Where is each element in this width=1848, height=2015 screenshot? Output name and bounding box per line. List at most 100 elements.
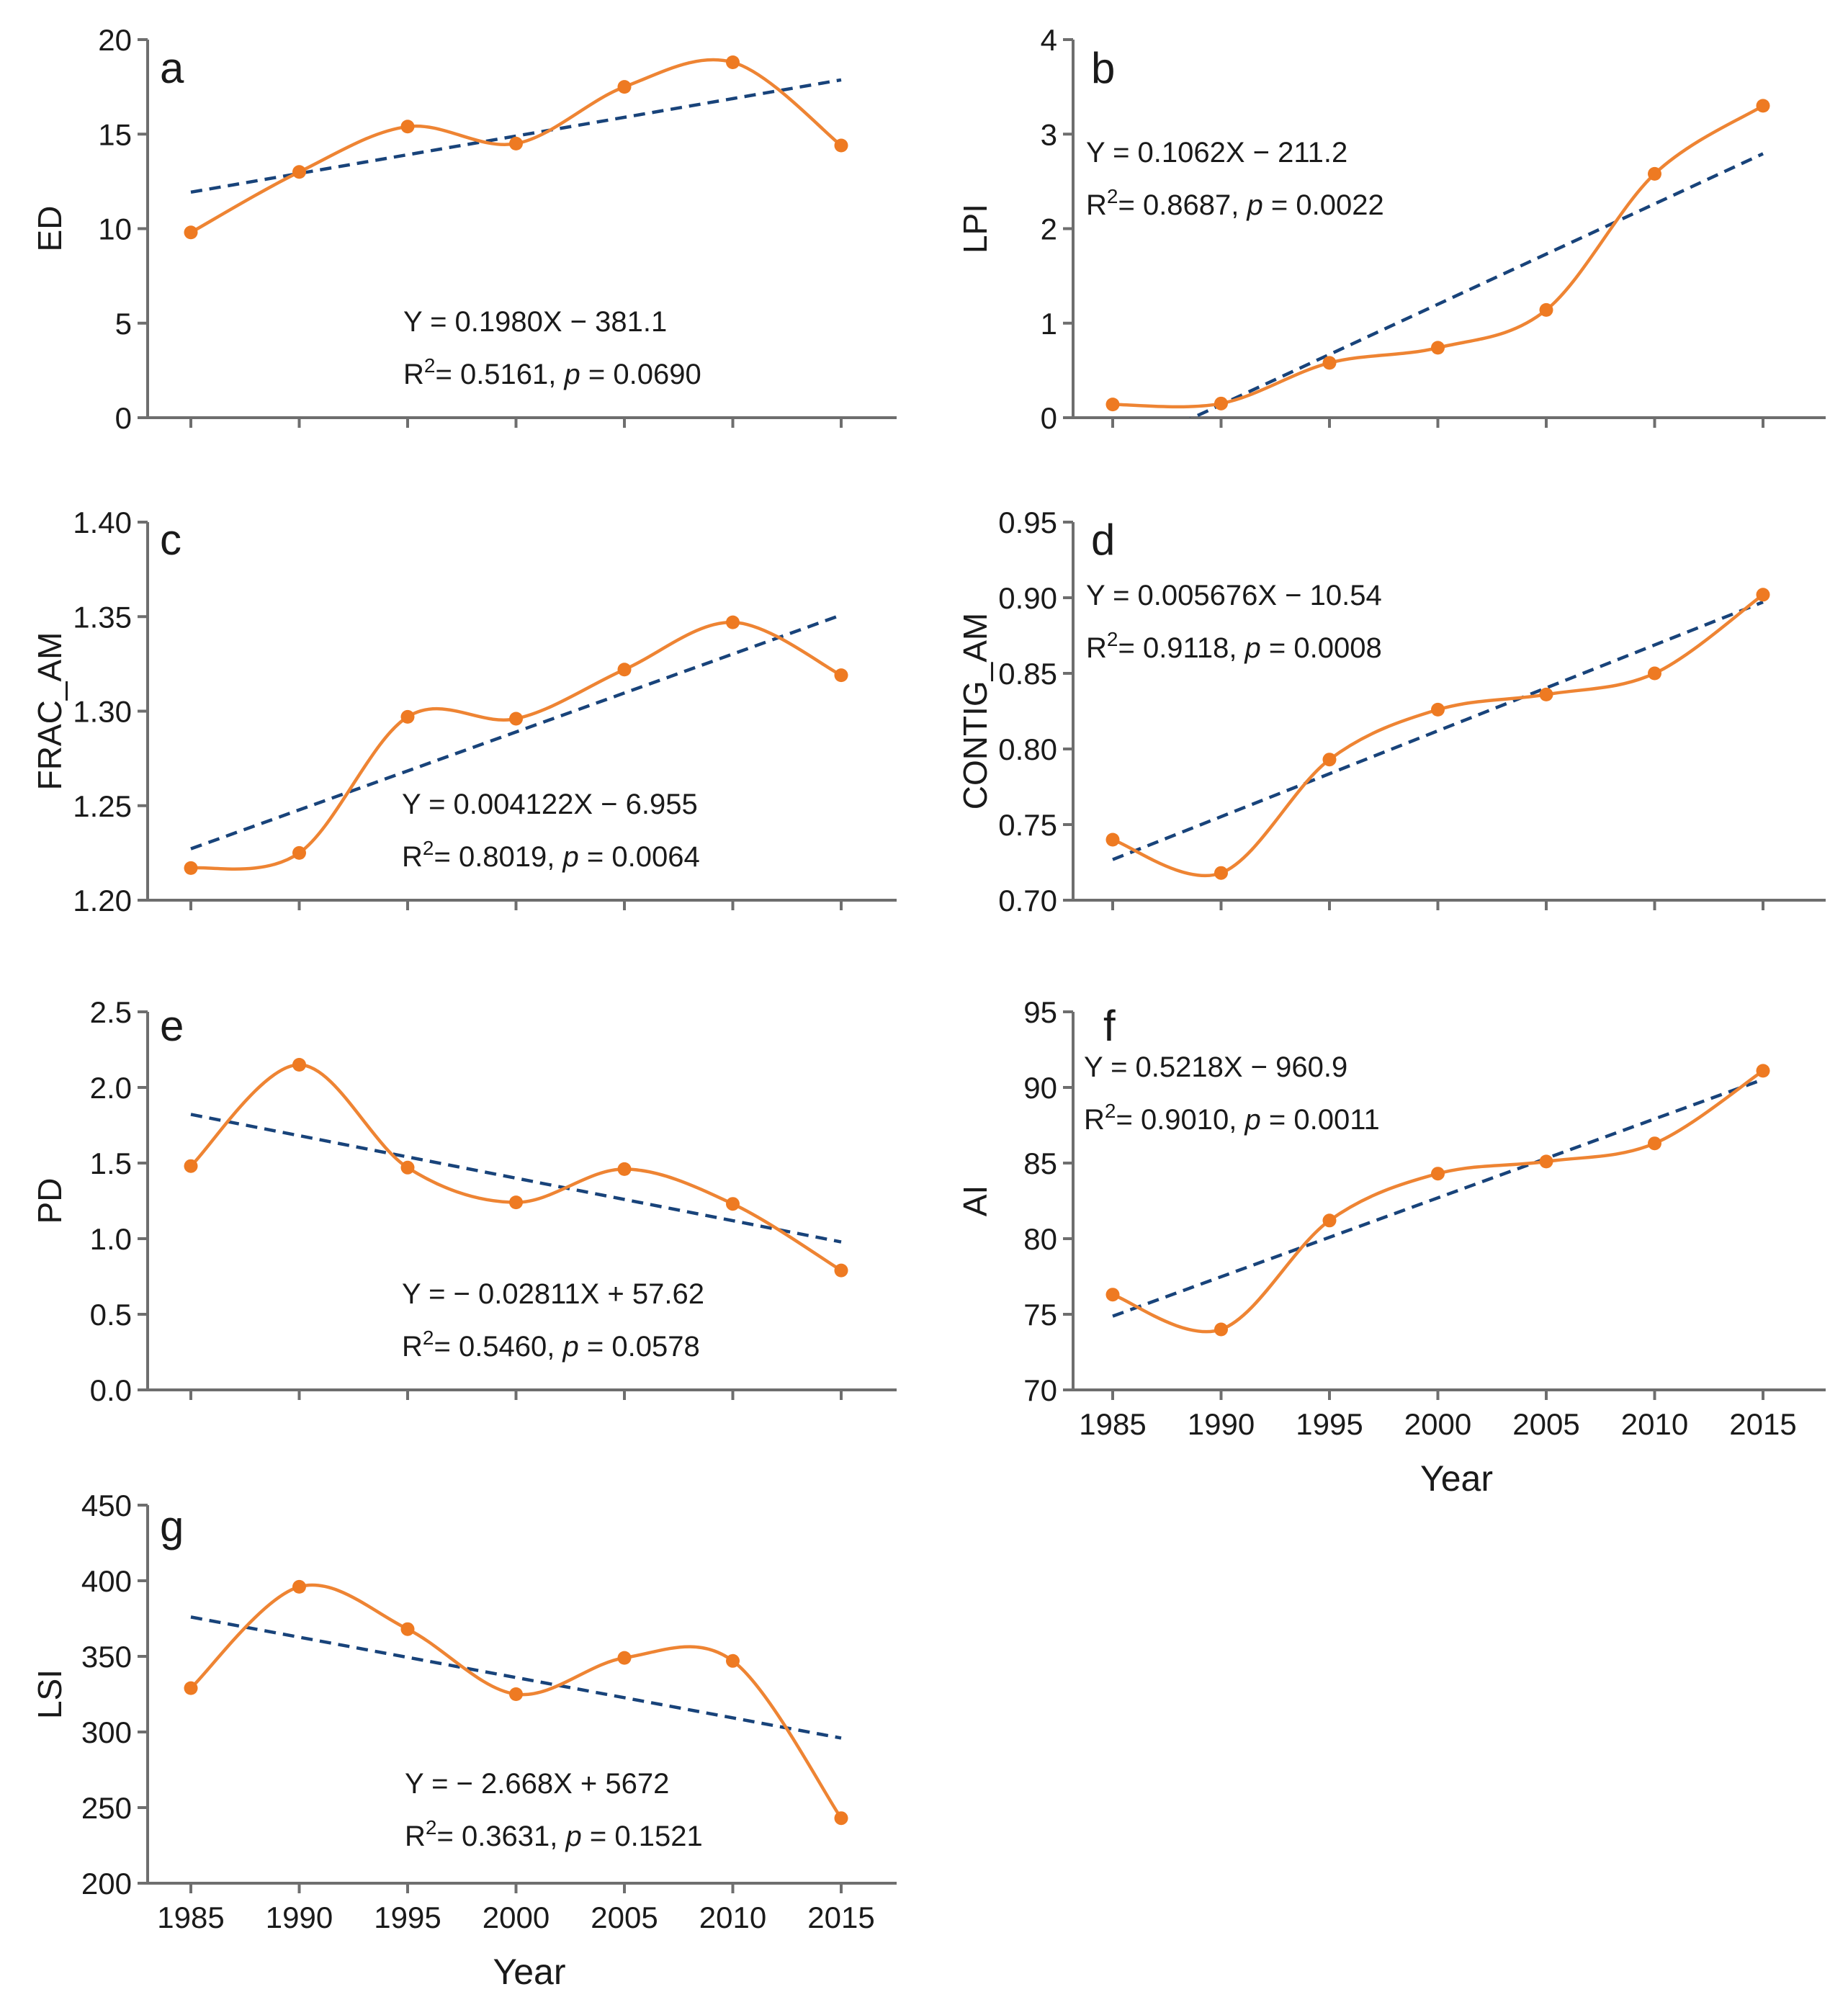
y-tick-label: 5 [115, 307, 132, 341]
y-tick-label: 1.0 [90, 1222, 132, 1256]
y-tick-label: 85 [1023, 1146, 1057, 1180]
y-axis-title: CONTIG_AM [956, 613, 994, 809]
data-point [184, 225, 198, 240]
y-tick-label: 0.75 [998, 808, 1057, 842]
y-tick-label: 0.85 [998, 657, 1057, 691]
regression-stats: R2= 0.3631, p = 0.1521 [405, 1816, 703, 1852]
r2-value: = 0.8019, [434, 841, 562, 873]
r2-value: = 0.9010, [1116, 1104, 1244, 1136]
data-point [617, 663, 632, 677]
data-point [292, 165, 306, 179]
r2-symbol: R [402, 841, 423, 873]
panel-letter: f [1103, 1002, 1116, 1050]
r2-symbol: R [1084, 1104, 1105, 1136]
data-point [1756, 588, 1770, 602]
data-point [726, 1653, 740, 1668]
x-axis-title: Year [1420, 1458, 1493, 1499]
data-point [1105, 1288, 1120, 1302]
data-point [1214, 396, 1228, 410]
data-point [726, 1197, 740, 1211]
data-point [834, 668, 848, 683]
panel-e: 0.0 0.5 1.0 1.5 2.0 2.5 PD e Y = − 0.02811X + 57… [31, 995, 897, 1407]
data-point [292, 1058, 306, 1072]
y-tick-label: 90 [1023, 1071, 1057, 1105]
r2-superscript: 2 [426, 1816, 437, 1839]
r2-value: = 0.3631, [436, 1821, 565, 1852]
panel-g: 200 250 300 350 400 450 1985 1990 1995 2000 2005 20… [31, 1489, 897, 1992]
x-tick-label: 1985 [1079, 1407, 1146, 1441]
regression-stats: R2= 0.5161, p = 0.0690 [403, 354, 701, 390]
y-tick-label: 75 [1023, 1298, 1057, 1332]
y-tick-label: 0 [1041, 401, 1057, 435]
y-tick-label: 0.90 [998, 581, 1057, 615]
data-point [184, 1159, 198, 1173]
panel-c: 1.20 1.25 1.30 1.35 1.40 FRAC_AM c Y = 0.004122… [31, 506, 897, 917]
data-point [726, 55, 740, 69]
x-tick-label: 2005 [591, 1900, 658, 1934]
data-curve [190, 620, 842, 871]
r2-superscript: 2 [423, 837, 434, 859]
regression-equation: Y = 0.1980X − 381.1 [403, 306, 667, 338]
x-tick-label: 2015 [807, 1900, 874, 1934]
regression-stats: R2= 0.5460, p = 0.0578 [402, 1327, 700, 1363]
panel-b: 0 1 2 3 4 LPI b Y = 0.1062X − 211.2 R2= 0.8687, … [956, 23, 1826, 435]
x-tick-label: 2015 [1729, 1407, 1796, 1441]
y-tick-label: 250 [81, 1791, 132, 1825]
p-symbol: p [1244, 1104, 1269, 1136]
r2-value: = 0.5161, [435, 359, 564, 390]
x-tick-label: 2010 [1621, 1407, 1688, 1441]
data-point [1214, 1322, 1228, 1337]
r2-symbol: R [403, 359, 424, 390]
regression-equation: Y = − 2.668X + 5672 [405, 1768, 669, 1800]
data-point [184, 1681, 198, 1695]
regression-equation: Y = 0.1062X − 211.2 [1086, 137, 1347, 169]
y-tick-label: 1 [1041, 307, 1057, 341]
data-point [1214, 866, 1228, 880]
data-point [1539, 1154, 1553, 1169]
data-point [1431, 1167, 1445, 1181]
regression-equation: Y = 0.5218X − 960.9 [1084, 1051, 1347, 1083]
regression-stats: R2= 0.8687, p = 0.0022 [1086, 185, 1384, 221]
data-point [726, 615, 740, 629]
x-tick-label: 1985 [157, 1900, 224, 1934]
y-axis-title: LSI [31, 1669, 68, 1719]
data-point [509, 1195, 523, 1210]
x-tick-label: 2000 [483, 1900, 550, 1934]
trend-line [190, 1113, 842, 1244]
p-value: = 0.1521 [590, 1821, 703, 1852]
y-tick-label: 450 [81, 1489, 132, 1522]
data-point [1105, 833, 1120, 847]
data-point [1322, 753, 1337, 767]
data-point [1648, 666, 1661, 681]
data-point [292, 845, 306, 860]
data-point [509, 136, 523, 151]
x-tick-label: 1995 [1296, 1407, 1363, 1441]
y-axis-title: PD [31, 1178, 68, 1224]
y-tick-label: 1.20 [73, 884, 132, 917]
data-point [1756, 99, 1770, 113]
data-point [400, 1622, 415, 1636]
regression-stats: R2= 0.8019, p = 0.0064 [402, 837, 700, 873]
data-point [1322, 356, 1337, 370]
y-tick-label: 2.0 [90, 1071, 132, 1105]
data-point [1539, 302, 1553, 317]
y-tick-label: 0 [115, 401, 132, 435]
data-point [400, 120, 415, 134]
data-point [1105, 398, 1120, 412]
p-value: = 0.0011 [1269, 1104, 1380, 1136]
y-axis-title: ED [31, 206, 68, 252]
p-symbol: p [1244, 632, 1269, 664]
r2-symbol: R [1086, 189, 1107, 221]
r2-superscript: 2 [423, 1327, 434, 1349]
x-tick-label: 2010 [699, 1900, 766, 1934]
y-tick-label: 15 [98, 117, 132, 151]
trend-line [190, 78, 842, 194]
regression-stats: R2= 0.9118, p = 0.0008 [1086, 628, 1382, 664]
r2-symbol: R [1086, 632, 1107, 664]
y-axis-title: FRAC_AM [31, 632, 68, 791]
y-tick-label: 0.0 [90, 1373, 132, 1407]
p-value: = 0.0008 [1269, 632, 1382, 664]
p-symbol: p [564, 359, 588, 390]
trend-line [1112, 1077, 1764, 1318]
data-point [1648, 1136, 1661, 1151]
